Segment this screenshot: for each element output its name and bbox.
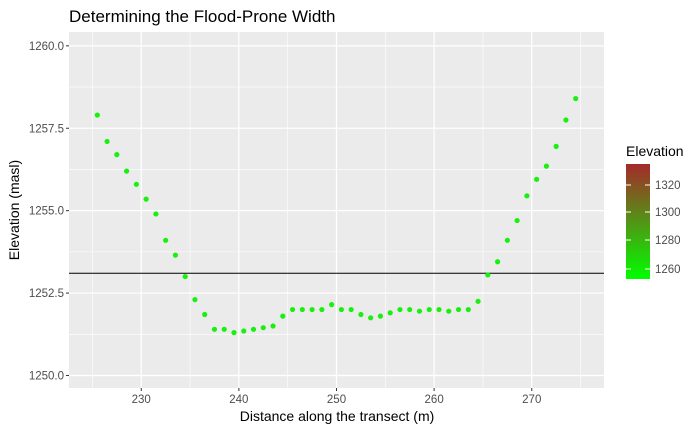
y-tick-label: 1252.5 [29,288,64,300]
data-point [299,306,305,313]
x-tick-label: 230 [132,394,151,406]
data-point [202,311,208,318]
data-point [260,325,266,331]
data-point [485,272,491,278]
data-point [524,193,530,199]
data-point [397,306,403,313]
data-point [563,117,569,123]
y-tick-label: 1255.0 [29,206,64,218]
legend: Elevation 1320 1300 1280 1260 [626,143,684,279]
data-point [309,306,315,313]
data-point [153,211,159,217]
data-point [231,330,237,336]
data-point [553,143,559,149]
legend-label: 1300 [655,207,681,219]
x-axis-title: Distance along the transect (m) [240,408,435,424]
legend-colorbar [626,164,650,279]
data-point [270,323,276,329]
y-tick-label: 1250.0 [29,370,64,382]
y-axis-title: Elevation (masl) [6,160,22,260]
y-tick-label: 1257.5 [29,123,64,135]
x-tick-label: 260 [425,394,444,406]
data-point [368,315,374,321]
data-point [465,306,471,313]
legend-label: 1280 [655,235,681,247]
data-point [475,298,481,304]
data-point [348,306,354,313]
data-point [338,306,344,313]
data-point [289,306,296,313]
grid [69,32,604,388]
data-point [543,163,549,169]
data-point [377,313,384,319]
data-point [143,196,149,202]
data-point [436,306,442,313]
data-point [455,306,462,313]
data-point [494,259,501,265]
data-point [534,176,540,182]
data-point [504,237,510,243]
x-tick-label: 250 [327,394,346,406]
data-point [358,311,364,318]
data-points [94,95,579,336]
data-point [387,310,393,316]
legend-label: 1260 [655,264,681,276]
y-axis: 1250.0 1252.5 1255.0 1257.5 1260.0 [29,41,69,382]
data-point [241,328,247,334]
data-point [250,326,257,332]
data-point [124,168,130,174]
legend-title: Elevation [626,143,684,159]
y-tick-label: 1260.0 [29,41,64,53]
data-point [104,138,110,145]
data-point [329,302,335,308]
data-point [446,308,452,314]
data-point [172,252,179,258]
data-point [426,306,432,313]
data-point [221,326,227,332]
data-point [163,237,169,243]
data-point [133,181,139,187]
data-point [573,95,579,102]
data-point [514,217,520,224]
chart-title: Determining the Flood-Prone Width [69,7,335,26]
data-point [319,306,325,313]
x-tick-label: 240 [229,394,248,406]
x-tick-label: 270 [522,394,541,406]
data-point [407,306,413,313]
data-point [416,308,423,314]
data-point [211,326,218,332]
data-point [192,297,198,303]
data-point [94,112,100,118]
legend-label: 1320 [655,180,681,192]
data-point [114,152,120,158]
x-axis: 230 240 250 260 270 [132,388,541,406]
data-point [182,273,188,280]
data-point [280,313,286,319]
